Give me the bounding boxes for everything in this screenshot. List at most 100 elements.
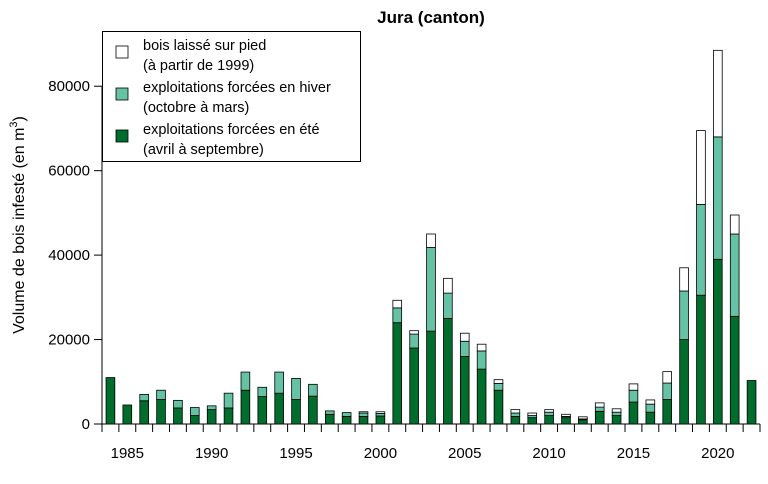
bar-segment-0: [459, 356, 470, 425]
y-axis-title-main: Volume de bois infesté (en m: [11, 128, 28, 334]
bar-segment-0: [729, 315, 740, 425]
legend-box: [102, 31, 361, 162]
bar-segment-1: [628, 389, 639, 403]
bar-segment-1: [206, 405, 217, 411]
x-tick-label: 2010: [532, 445, 565, 462]
bar-segment-0: [122, 404, 133, 425]
bar-segment-1: [257, 386, 268, 397]
bar-segment-1: [324, 410, 335, 415]
x-tick-label: 2015: [617, 445, 650, 462]
bar-segment-2: [476, 343, 487, 352]
bar-segment-0: [662, 399, 672, 425]
legend-swatch-2: [115, 45, 129, 59]
x-tick-label: 1985: [111, 445, 144, 462]
bar-segment-1: [662, 382, 672, 400]
legend-entry-2: (à partir de 1999): [143, 58, 254, 74]
legend-entry-0: (avril à septembre): [143, 142, 264, 158]
bar-segment-0: [713, 258, 723, 425]
bar-segment-0: [190, 415, 200, 425]
bar-segment-1: [729, 233, 740, 317]
bar-segment-2: [375, 411, 386, 414]
bar-segment-1: [190, 407, 200, 416]
bar-segment-1: [476, 350, 487, 370]
bar-segment-0: [679, 339, 689, 425]
bar-segment-0: [544, 415, 554, 425]
bar-segment-0: [223, 407, 234, 425]
bar-segment-0: [291, 399, 301, 425]
bar-segment-0: [105, 377, 116, 425]
bar-segment-2: [561, 413, 571, 417]
bar-segment-0: [493, 389, 504, 425]
bar-segment-0: [206, 409, 217, 425]
legend-swatch-0: [115, 129, 129, 143]
bar-segment-2: [426, 233, 436, 248]
bar-segment-2: [459, 332, 470, 342]
bar-segment-1: [493, 383, 504, 391]
bar-segment-2: [713, 49, 723, 138]
bar-segment-1: [594, 406, 605, 412]
bar-segment-2: [409, 330, 419, 335]
bar-segment-1: [510, 412, 521, 417]
legend-entry-2: bois laissé sur pied: [143, 38, 266, 54]
bar-segment-2: [358, 411, 369, 414]
bar-segment-0: [594, 410, 605, 425]
bar-segment-2: [493, 379, 504, 384]
bar-segment-1: [679, 290, 689, 340]
bar-segment-0: [746, 380, 757, 425]
bar-segment-0: [645, 411, 656, 425]
bar-segment-0: [358, 415, 369, 425]
bar-segment-0: [324, 413, 335, 425]
bar-segment-0: [409, 347, 419, 425]
legend-swatch-1: [115, 87, 129, 101]
bar-segment-0: [139, 400, 149, 425]
bar-segment-1: [544, 411, 554, 416]
chart-title: Jura (canton): [377, 8, 485, 27]
y-axis-title-end: ): [11, 116, 28, 121]
bar-segment-0: [274, 392, 284, 425]
bar-segment-1: [173, 399, 183, 409]
bar-segment-0: [628, 401, 639, 425]
x-tick-label: 2005: [448, 445, 481, 462]
bar-segment-2: [679, 267, 689, 292]
bar-segment-0: [392, 322, 403, 425]
bar-segment-1: [443, 292, 453, 319]
bar-segment-0: [443, 318, 453, 425]
bar-segment-2: [392, 299, 403, 309]
bar-segment-0: [341, 415, 352, 425]
bar-segment-1: [459, 340, 470, 357]
bar-segment-1: [426, 247, 436, 332]
bar-segment-0: [578, 419, 588, 425]
bar-segment-2: [696, 130, 706, 205]
bar-segment-0: [257, 396, 268, 425]
y-tick-label: 60000: [48, 163, 90, 180]
bar-segment-1: [645, 403, 656, 413]
bar-segment-1: [392, 307, 403, 324]
x-tick-label: 2000: [364, 445, 397, 462]
bar-segment-1: [240, 371, 251, 391]
bar-segment-0: [561, 417, 571, 425]
y-tick-label: 20000: [48, 332, 90, 349]
bar-segment-1: [713, 136, 723, 260]
bar-segment-1: [358, 412, 369, 417]
bar-segment-0: [156, 399, 166, 425]
y-axis-title: Volume de bois infesté (en m3): [8, 116, 28, 334]
bar-segment-0: [173, 407, 183, 425]
bar-segment-1: [156, 389, 166, 400]
bar-segment-0: [240, 389, 251, 425]
bar-segment-2: [527, 412, 538, 416]
bar-segment-2: [628, 383, 639, 391]
bar-segment-2: [645, 399, 656, 405]
bar-segment-2: [662, 371, 672, 384]
legend-entry-1: (octobre à mars): [143, 100, 249, 116]
x-tick-label: 2020: [701, 445, 734, 462]
bar-segment-0: [611, 415, 622, 425]
bar-segment-2: [578, 416, 588, 420]
y-axis-title-superscript: 3: [8, 121, 20, 127]
bar-segment-0: [527, 417, 538, 425]
y-tick-label: 80000: [48, 78, 90, 95]
bar-segment-1: [223, 392, 234, 409]
bar-segment-2: [510, 409, 521, 414]
bar-segment-0: [426, 330, 436, 425]
bar-segment-0: [476, 368, 487, 425]
legend-entry-0: exploitations forcées en été: [143, 122, 320, 138]
